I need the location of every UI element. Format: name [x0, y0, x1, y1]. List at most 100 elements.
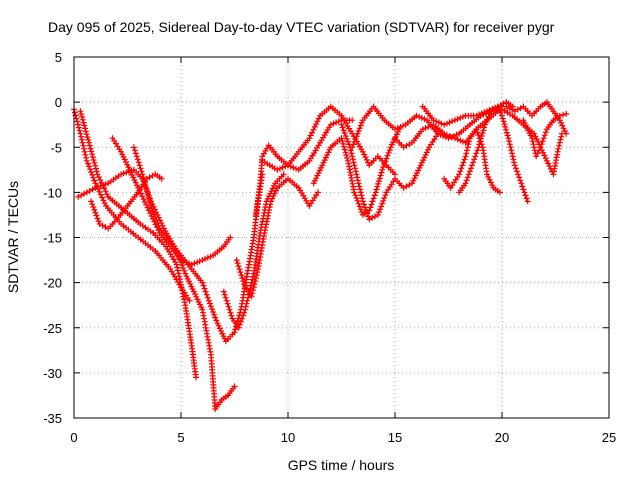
- data-point-marker: [233, 257, 240, 264]
- data-point-marker: [137, 165, 144, 172]
- data-point-marker: [343, 152, 350, 159]
- x-tick-label: 10: [281, 430, 295, 445]
- data-point-marker: [469, 162, 475, 169]
- data-point-marker: [540, 135, 547, 142]
- data-point-marker: [100, 197, 107, 204]
- data-point-marker: [223, 297, 230, 304]
- data-point-marker: [227, 234, 234, 241]
- data-point-marker: [335, 118, 342, 125]
- data-point-marker: [489, 182, 496, 189]
- series-track-10: [259, 103, 398, 178]
- x-tick-label: 15: [388, 430, 402, 445]
- data-point-marker: [203, 291, 210, 298]
- data-point-marker: [103, 191, 110, 198]
- data-point-marker: [413, 112, 420, 119]
- data-point-marker: [357, 206, 364, 213]
- data-point-marker: [354, 130, 361, 137]
- data-point-marker: [504, 132, 511, 139]
- data-point-marker: [234, 260, 241, 267]
- series-trace: [235, 177, 319, 299]
- data-point-marker: [517, 177, 524, 184]
- data-point-marker: [353, 195, 360, 201]
- data-point-marker: [378, 203, 385, 210]
- data-point-marker: [459, 138, 466, 145]
- data-point-marker: [521, 189, 528, 196]
- data-point-marker: [539, 138, 546, 145]
- data-point-marker: [193, 374, 199, 381]
- x-tick-label: 5: [177, 430, 184, 445]
- data-point-marker: [378, 169, 385, 176]
- data-point-marker: [458, 165, 465, 172]
- data-point-marker: [357, 186, 363, 193]
- data-point-marker: [499, 115, 506, 122]
- y-tick-label: -25: [43, 321, 62, 336]
- data-point-marker: [340, 127, 347, 134]
- y-tick-label: -35: [43, 411, 62, 426]
- data-point-marker: [181, 267, 188, 274]
- data-point-marker: [82, 128, 89, 135]
- data-point-marker: [400, 122, 406, 129]
- series-trace: [261, 105, 396, 175]
- data-point-marker: [327, 121, 334, 128]
- data-point-marker: [153, 217, 160, 223]
- x-axis-label: GPS time / hours: [288, 457, 395, 473]
- data-point-marker: [81, 122, 88, 129]
- data-point-marker: [75, 121, 81, 128]
- data-point-marker: [151, 211, 158, 218]
- data-point-marker: [282, 163, 289, 170]
- data-point-marker: [86, 142, 93, 149]
- data-point-marker: [394, 125, 401, 132]
- data-point-marker: [224, 300, 231, 307]
- data-point-marker: [355, 180, 362, 187]
- data-point-marker: [240, 312, 247, 319]
- data-point-marker: [511, 159, 518, 166]
- data-point-marker: [546, 163, 553, 170]
- data-point-marker: [78, 111, 85, 117]
- data-point-marker: [474, 147, 481, 154]
- data-point-marker: [221, 291, 228, 298]
- data-point-marker: [454, 116, 461, 122]
- data-point-marker: [475, 132, 482, 139]
- data-point-marker: [359, 148, 366, 155]
- data-point-marker: [478, 133, 485, 139]
- data-point-marker: [537, 144, 544, 151]
- data-point-marker: [503, 129, 510, 136]
- data-point-marker: [376, 175, 383, 182]
- data-point-marker: [130, 144, 137, 151]
- data-point-marker: [485, 174, 492, 180]
- data-point-marker: [274, 166, 281, 173]
- data-point-marker: [427, 122, 434, 129]
- data-series: [71, 99, 570, 412]
- data-point-marker: [381, 195, 388, 201]
- data-point-marker: [311, 123, 318, 130]
- data-point-marker: [358, 192, 365, 199]
- data-point-marker: [315, 115, 322, 122]
- data-point-marker: [530, 141, 537, 148]
- data-point-marker: [368, 201, 375, 208]
- data-point-marker: [487, 179, 494, 186]
- data-point-marker: [88, 148, 95, 155]
- data-point-marker: [354, 174, 361, 181]
- data-point-marker: [509, 150, 515, 157]
- data-point-marker: [250, 284, 257, 291]
- data-point-marker: [369, 198, 376, 205]
- data-point-marker: [93, 168, 100, 175]
- data-point-marker: [563, 130, 570, 137]
- data-point-marker: [367, 204, 374, 211]
- data-point-marker: [137, 190, 144, 197]
- data-point-marker: [76, 127, 83, 134]
- data-point-marker: [149, 205, 156, 212]
- data-point-marker: [515, 171, 521, 178]
- data-point-marker: [83, 157, 90, 164]
- data-point-marker: [199, 279, 206, 286]
- data-point-marker: [102, 188, 109, 195]
- data-point-marker: [347, 147, 354, 154]
- data-point-marker: [543, 157, 550, 164]
- data-point-marker: [509, 103, 516, 110]
- data-point-marker: [207, 253, 214, 260]
- data-point-marker: [374, 211, 381, 218]
- data-point-marker: [379, 166, 386, 173]
- data-point-marker: [139, 171, 146, 178]
- data-point-marker: [377, 172, 384, 179]
